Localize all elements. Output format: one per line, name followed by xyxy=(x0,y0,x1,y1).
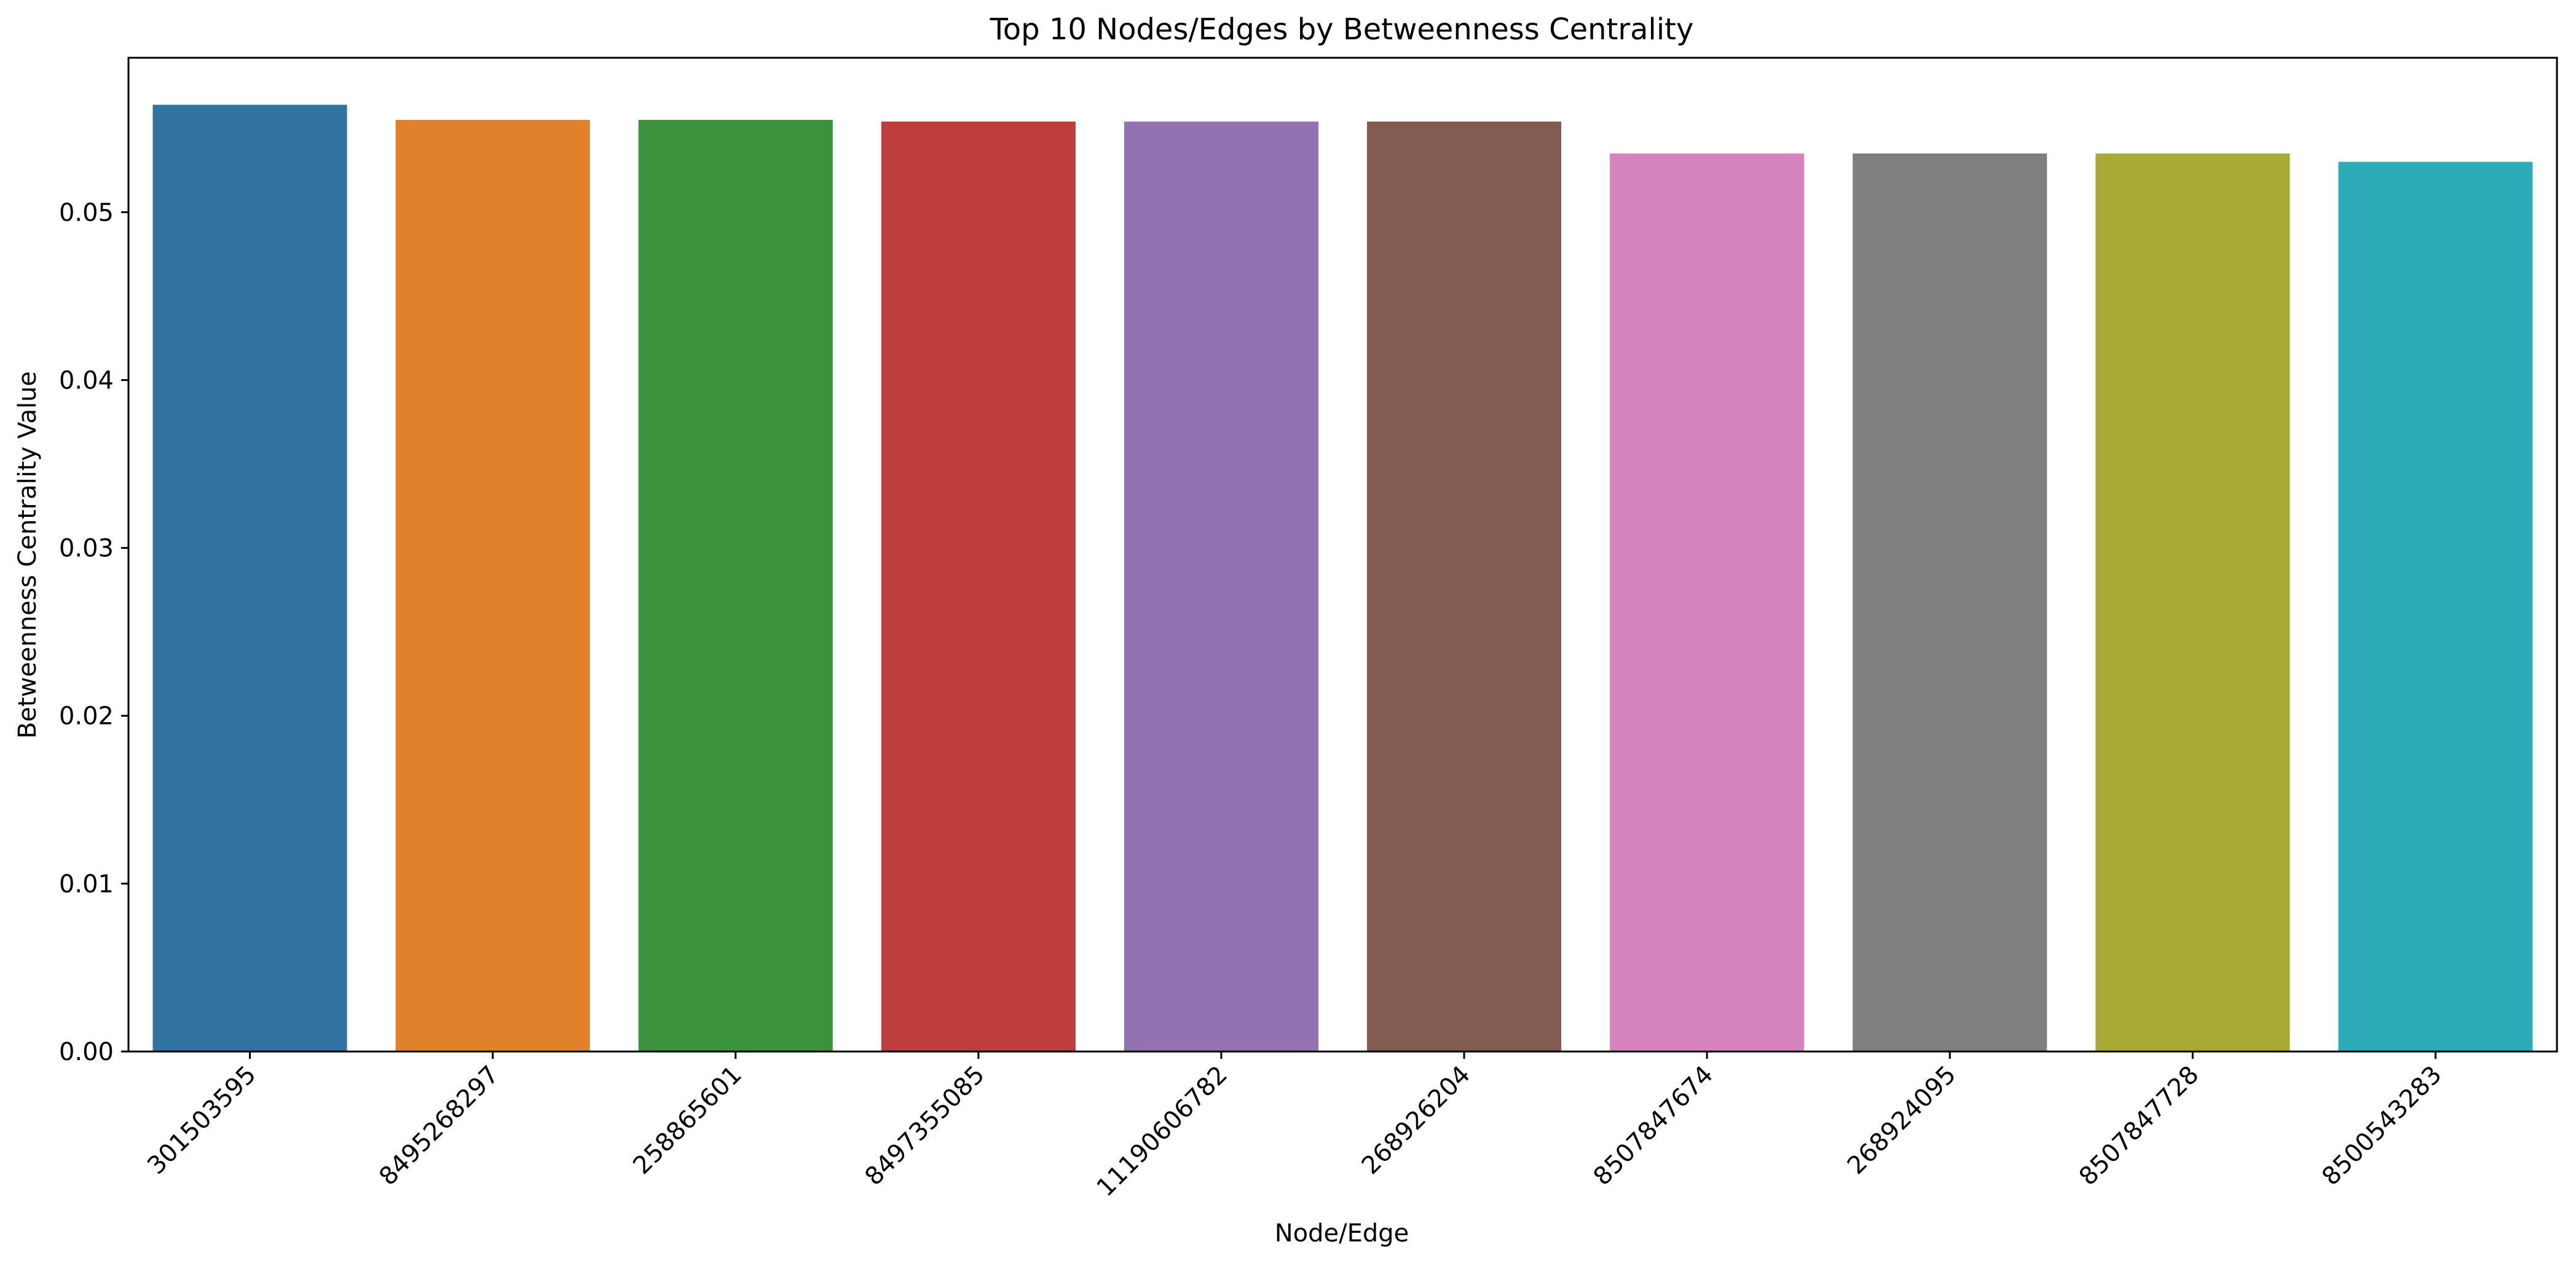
plot-area-frame xyxy=(127,57,2558,1053)
y-tick-label: 0.00 xyxy=(59,1038,114,1066)
x-tick-label: 268926204 xyxy=(1357,1061,1476,1180)
bars-layer xyxy=(152,104,2533,1052)
bar-268926204 xyxy=(1367,121,1562,1052)
bar-11190606782 xyxy=(1124,121,1318,1052)
x-tick-label: 8497355085 xyxy=(859,1061,990,1191)
bar-8500543283 xyxy=(2338,162,2533,1052)
y-tick-label: 0.04 xyxy=(59,366,114,395)
bar-8507847728 xyxy=(2095,153,2290,1052)
y-axis-ticks: 0.00 0.01 0.02 0.03 0.04 0.05 xyxy=(59,199,128,1066)
y-tick-label: 0.01 xyxy=(59,870,114,898)
x-axis-title: Node/Edge xyxy=(1275,1219,1409,1248)
bar-268924095 xyxy=(1853,153,2047,1052)
x-tick-label: 258865601 xyxy=(628,1061,747,1180)
bar-301503595 xyxy=(152,104,347,1052)
x-tick-label: 8495268297 xyxy=(374,1061,504,1191)
y-tick-label: 0.02 xyxy=(59,702,114,731)
y-axis-title: Betweenness Centrality Value xyxy=(14,371,42,739)
x-tick-label: 8507847674 xyxy=(1588,1061,1719,1191)
x-tick-label: 268924095 xyxy=(1842,1061,1961,1180)
x-tick-label: 301503595 xyxy=(142,1061,261,1180)
x-tick-label: 11190606782 xyxy=(1092,1061,1233,1202)
bar-8495268297 xyxy=(395,120,590,1052)
y-tick-label: 0.03 xyxy=(59,535,114,563)
x-tick-label: 8507847728 xyxy=(2074,1061,2204,1191)
bar-258865601 xyxy=(638,120,833,1052)
y-tick-label: 0.05 xyxy=(59,199,114,227)
x-tick-label: 8500543283 xyxy=(2317,1061,2447,1191)
chart-title: Top 10 Nodes/Edges by Betweenness Centra… xyxy=(990,12,1694,47)
bar-8497355085 xyxy=(881,121,1076,1052)
bar-8507847674 xyxy=(1610,153,1805,1052)
x-axis-ticks: 301503595 8495268297 258865601 8497355085 11… xyxy=(142,1052,2448,1202)
